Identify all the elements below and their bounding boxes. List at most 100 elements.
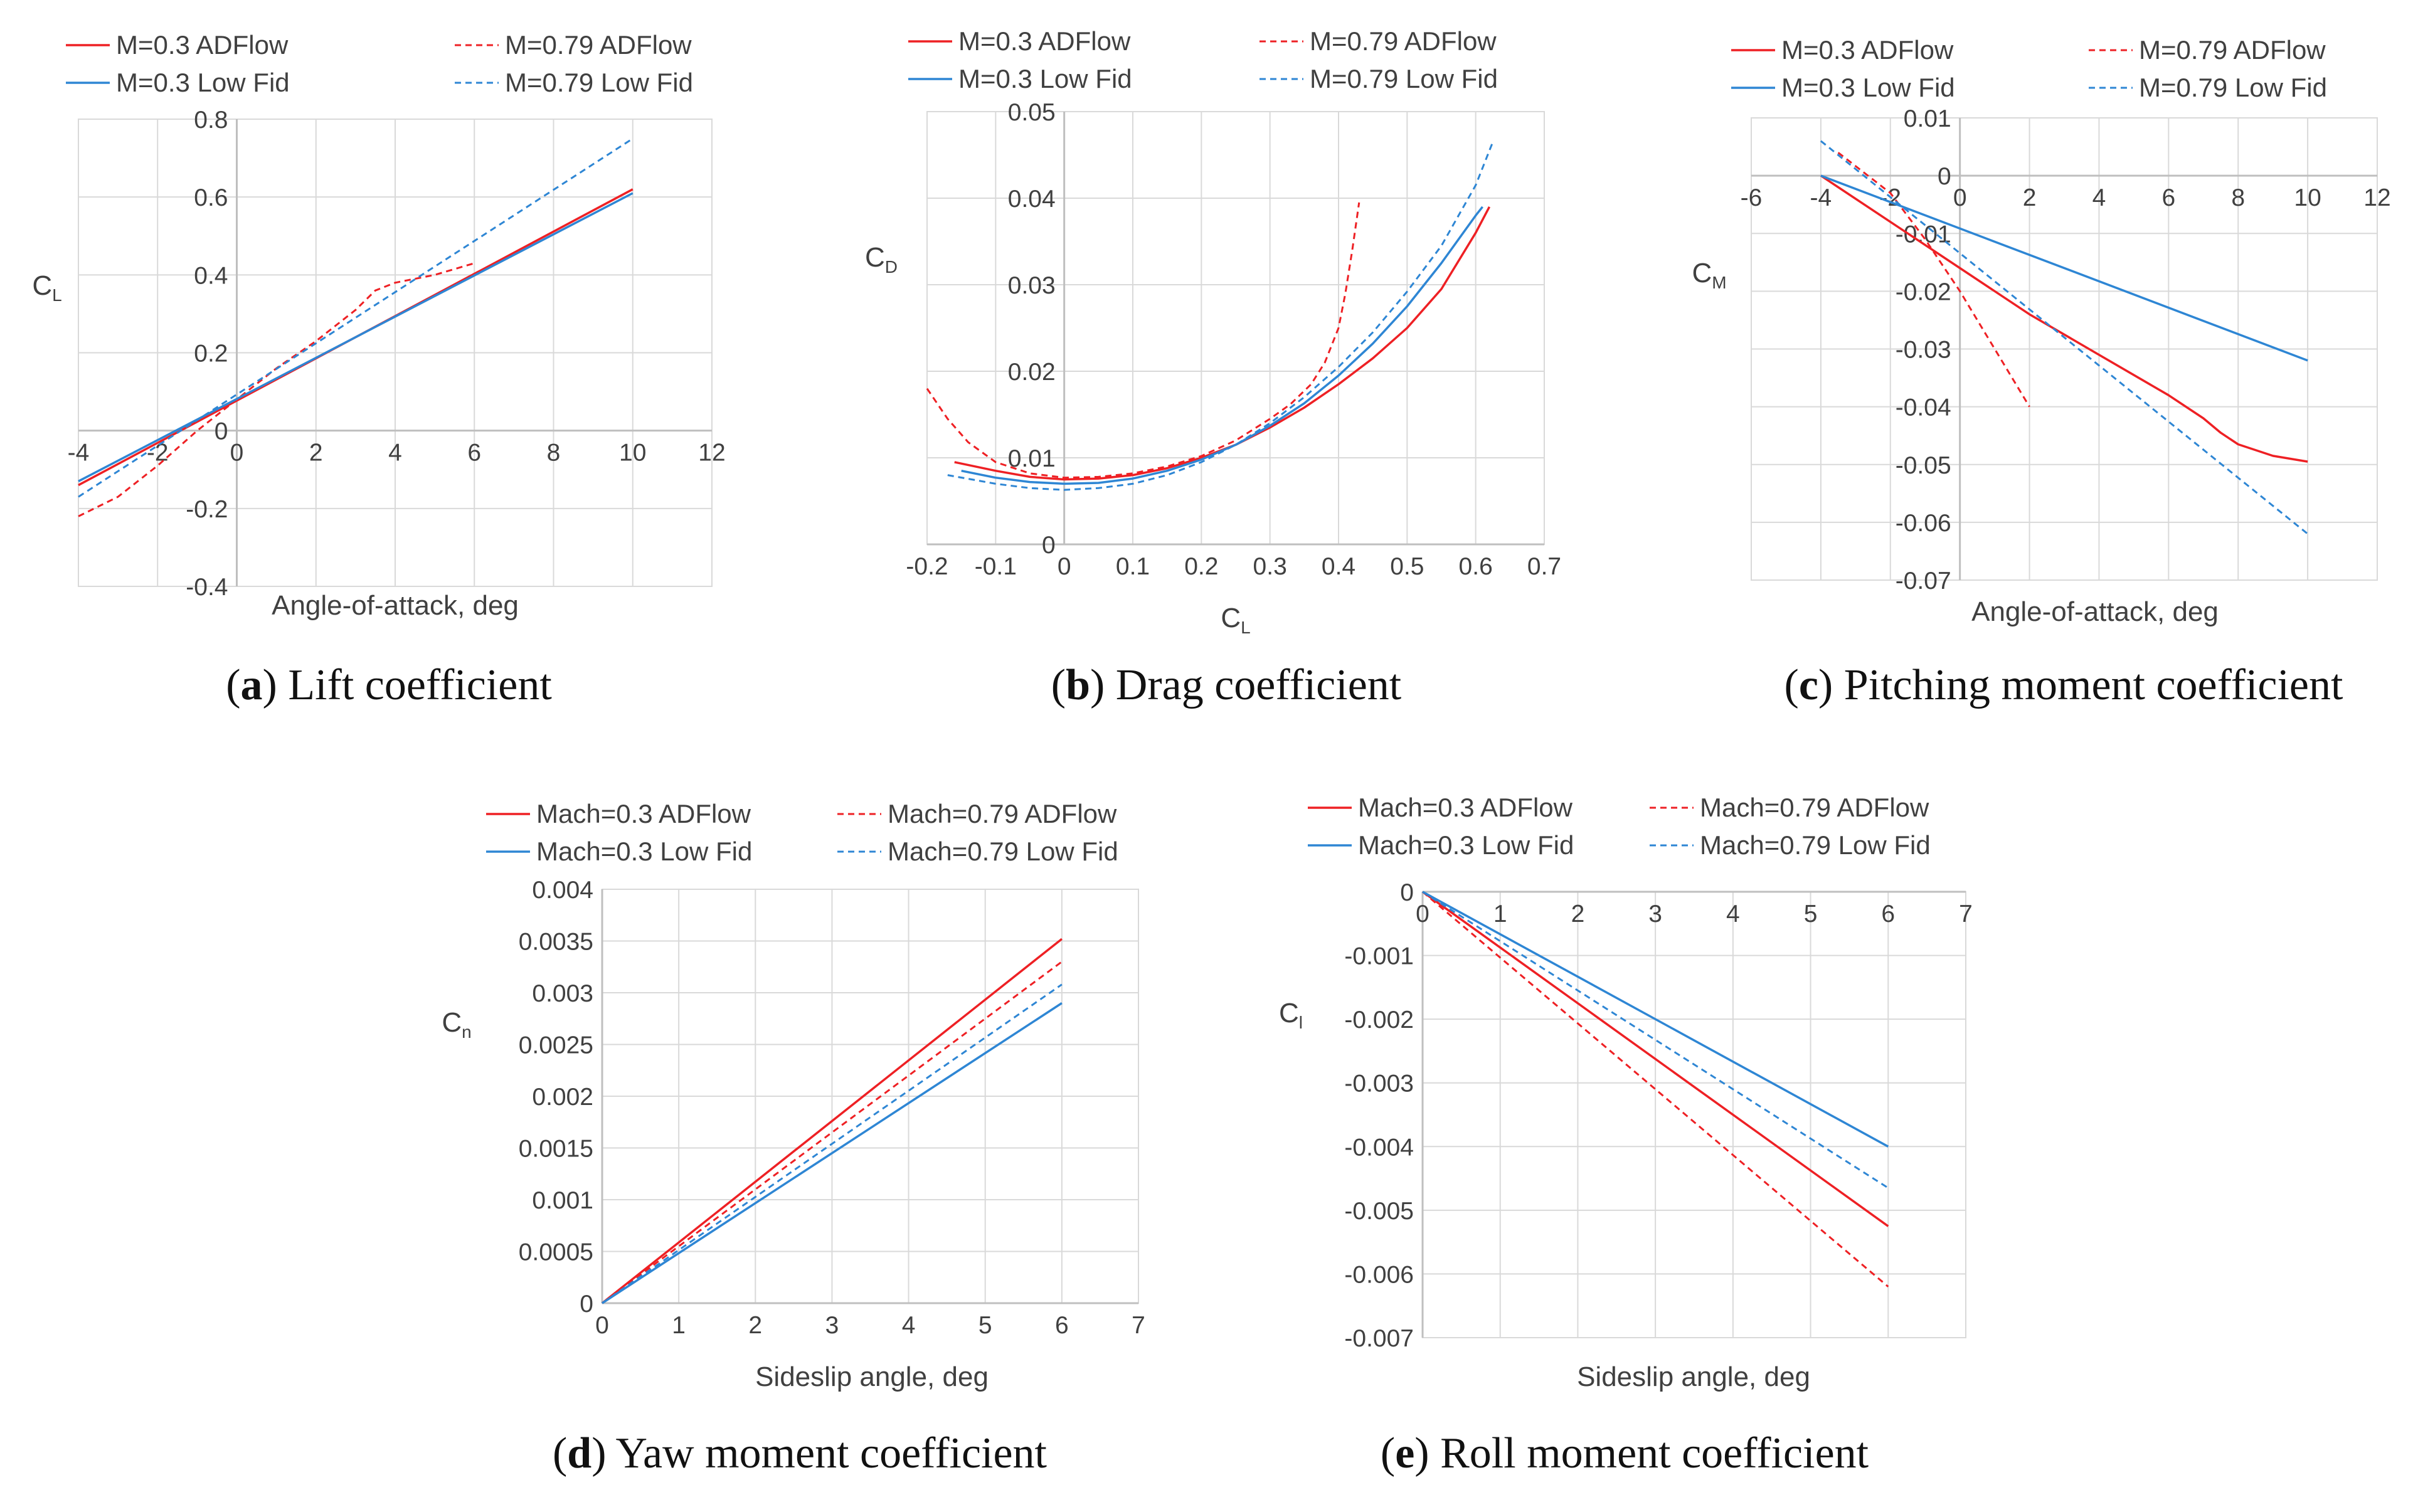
- y-tick-label: 0.6: [194, 184, 228, 211]
- y-tick-label: 0: [215, 418, 228, 445]
- plot-frame: [926, 111, 1545, 545]
- x-tick-label: 0: [595, 1312, 609, 1339]
- legend-label: Mach=0.3 Low Fid: [1358, 830, 1574, 860]
- gridlines: [1751, 117, 2378, 581]
- y-tick-label: 0.01: [1904, 105, 1951, 132]
- series-line-m-0-3-low-fid: [1820, 174, 2308, 362]
- legend-label: Mach=0.3 ADFlow: [536, 799, 751, 828]
- x-tick-label: 4: [388, 440, 402, 467]
- x-tick-label: 0: [1416, 901, 1429, 928]
- legend-label: M=0.79 ADFlow: [505, 30, 692, 60]
- series-line-mach-0-79-low-fid: [602, 983, 1063, 1304]
- series-group: [78, 137, 634, 517]
- x-tick-label: 0.2: [1184, 553, 1218, 580]
- y-tick-label: -0.005: [1344, 1198, 1414, 1225]
- series-line-mach-0-3-low-fid: [602, 1002, 1063, 1304]
- y-tick-label: 0.003: [532, 980, 593, 1007]
- x-tick-label: -4: [68, 440, 90, 467]
- y-axis-title: CM: [1692, 258, 1726, 292]
- legend-label: M=0.79 ADFlow: [1310, 26, 1497, 56]
- x-tick-label: 0.6: [1459, 553, 1493, 580]
- y-tick-label: 0: [580, 1291, 593, 1318]
- legend-label: M=0.79 Low Fid: [1310, 64, 1498, 93]
- legend-label: Mach=0.79 Low Fid: [1700, 830, 1931, 860]
- legend: Mach=0.3 ADFlow Mach=0.79 ADFlow Mach=0.3 …: [1308, 793, 1931, 860]
- x-axis-title: Angle-of-attack, deg: [1971, 596, 2219, 627]
- legend-label: M=0.3 ADFlow: [958, 26, 1131, 56]
- series-group: [601, 938, 1063, 1304]
- x-tick-label: -4: [1810, 184, 1832, 211]
- y-tick-label: 0.4: [194, 262, 228, 289]
- series-line-m-0-3-adflow: [1820, 174, 2308, 463]
- legend-label: Mach=0.3 Low Fid: [536, 837, 752, 866]
- x-tick-label: 6: [467, 440, 481, 467]
- y-tick-label: -0.004: [1344, 1134, 1414, 1161]
- series-line-mach-0-3-adflow: [601, 938, 1063, 1304]
- y-tick-label: -0.4: [186, 574, 228, 601]
- y-axis-title: CD: [865, 242, 898, 277]
- y-tick-label: 0.004: [532, 877, 593, 904]
- chart-d: 0 1 2 3 4 5 6 7 0 0.0005 0.001 0.0015 0.002 0.0025 0.0…: [442, 799, 1145, 1478]
- x-tick-label: 12: [2363, 184, 2390, 211]
- y-tick-label: -0.002: [1344, 1007, 1414, 1034]
- x-tick-label: 8: [2231, 184, 2245, 211]
- legend-label: Mach=0.79 ADFlow: [1700, 793, 1929, 822]
- caption: (e) Roll moment coefficient: [1381, 1429, 1869, 1478]
- series-line-m-0-3-adflow: [954, 206, 1491, 481]
- y-tick-label: 0.03: [1008, 272, 1056, 299]
- caption: (d) Yaw moment coefficient: [553, 1429, 1047, 1478]
- x-tick-label: 2: [2023, 184, 2037, 211]
- legend: M=0.3 ADFlow M=0.79 ADFlow M=0.3 Low Fid M=…: [1731, 35, 2327, 102]
- x-tick-label: 4: [1726, 901, 1740, 928]
- x-tick-label: 7: [1959, 901, 1973, 928]
- y-tick-label: 0: [1938, 163, 1951, 190]
- y-tick-label: 0: [1042, 532, 1056, 559]
- series-line-m-0-79-low-fid: [1820, 140, 2309, 535]
- x-tick-label: -0.2: [906, 553, 948, 580]
- gridlines: [1422, 891, 1966, 1338]
- y-tick-label: 0.8: [194, 107, 228, 134]
- x-tick-label: 3: [825, 1312, 839, 1339]
- gridlines: [926, 111, 1545, 545]
- series-line-m-0-3-low-fid: [78, 192, 634, 482]
- x-tick-label: 0.1: [1116, 553, 1150, 580]
- series-line-m-0-79-adflow: [926, 202, 1360, 479]
- x-tick-label: 0: [1953, 184, 1967, 211]
- legend-label: Mach=0.79 Low Fid: [888, 837, 1118, 866]
- series-line-mach-0-79-low-fid: [1422, 891, 1889, 1189]
- x-tick-label: 2: [748, 1312, 762, 1339]
- y-tick-label: 0.05: [1008, 99, 1056, 126]
- y-tick-label: -0.001: [1344, 943, 1414, 970]
- plot-frame: [78, 119, 713, 587]
- y-tick-label: 0.04: [1008, 186, 1056, 213]
- series-line-mach-0-3-adflow: [1421, 891, 1889, 1227]
- chart-a: -4 -2 0 2 4 6 8 10 12-0.4-0.200.20.40.60.8Angle-…: [32, 30, 725, 709]
- series-line-m-0-79-adflow: [1837, 152, 2030, 408]
- y-tick-label: 0.001: [532, 1187, 593, 1214]
- x-tick-label: 6: [1055, 1312, 1069, 1339]
- x-tick-label: 2: [1571, 901, 1585, 928]
- series-line-mach-0-79-adflow: [1422, 891, 1889, 1287]
- y-tick-label: -0.2: [186, 496, 228, 523]
- chart-b: -0.2 -0.1 0 0.1 0.2 0.3 0.4 0.5 0.6 0.700.010.020…: [865, 26, 1561, 709]
- y-tick-label: -0.07: [1896, 568, 1951, 595]
- x-tick-label: -0.1: [975, 553, 1017, 580]
- y-tick-label: 0.02: [1008, 359, 1056, 386]
- x-tick-label: 0: [1058, 553, 1071, 580]
- y-tick-label: 0.0015: [519, 1136, 593, 1163]
- x-tick-label: 7: [1132, 1312, 1145, 1339]
- legend: M=0.3 ADFlow M=0.79 ADFlow M=0.3 Low Fid M=…: [66, 30, 693, 97]
- legend-label: M=0.3 ADFlow: [1781, 35, 1954, 65]
- plot-frame: [1422, 891, 1966, 1338]
- x-tick-label: 0.4: [1322, 553, 1355, 580]
- x-tick-label: 10: [619, 440, 646, 467]
- x-tick-label: 6: [1881, 901, 1895, 928]
- series-group: [1820, 140, 2309, 535]
- caption: (c) Pitching moment coefficient: [1785, 661, 2343, 709]
- y-tick-label: -0.003: [1344, 1071, 1414, 1097]
- y-tick-label: 0.0005: [519, 1239, 593, 1266]
- x-tick-label: 0.5: [1390, 553, 1424, 580]
- x-tick-label: 0.7: [1527, 553, 1561, 580]
- x-tick-label: 0: [230, 440, 244, 467]
